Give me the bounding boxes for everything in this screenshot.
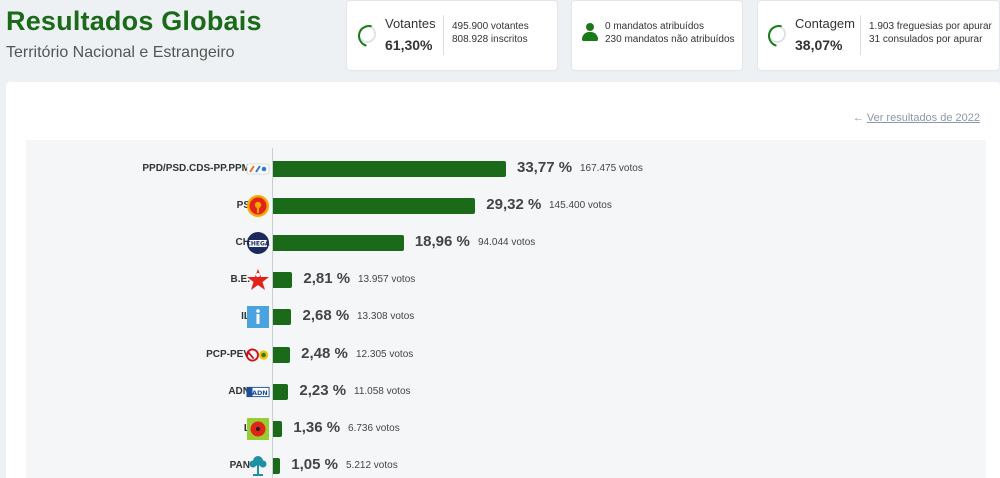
result-bar bbox=[273, 457, 281, 474]
results-bar-chart: PPD/PSD.CDS-PP.PPM 33,77 % 167.475 votos PS… bbox=[26, 140, 986, 478]
votantes-count: 495.900 votantes bbox=[452, 21, 529, 32]
votantes-card: Votantes 61,30% 495.900 votantes 808.928… bbox=[346, 0, 558, 71]
card-divider bbox=[860, 15, 861, 55]
pan-tree-icon bbox=[246, 454, 270, 478]
votantes-label: Votantes bbox=[385, 16, 436, 31]
party-row: ADN ADN 2,23 % 11.058 votos bbox=[26, 377, 986, 407]
percentage-label: 1,05 % bbox=[291, 455, 338, 473]
party-name: B.E. bbox=[230, 274, 250, 286]
mandatos-atribuidos: 0 mandatos atribuídos bbox=[605, 21, 704, 32]
contagem-label: Contagem bbox=[795, 16, 855, 31]
votes-label: 5.212 votos bbox=[346, 459, 398, 471]
result-bar bbox=[273, 198, 476, 215]
votes-label: 167.475 votos bbox=[580, 163, 643, 174]
contagem-value: 38,07% bbox=[795, 37, 843, 53]
votes-label: 11.058 votos bbox=[354, 385, 411, 397]
adn-logo-icon: ADN bbox=[246, 380, 270, 404]
page-subtitle: Território Nacional e Estrangeiro bbox=[6, 44, 235, 61]
link-resultados-2022-label: Ver resultados de 2022 bbox=[866, 112, 980, 124]
ad-logo-icon bbox=[246, 157, 270, 181]
svg-text:ADN: ADN bbox=[252, 389, 268, 397]
result-bar bbox=[273, 346, 291, 363]
link-resultados-2022[interactable]: ← Ver resultados de 2022 bbox=[853, 112, 980, 124]
percentage-label: 2,68 % bbox=[302, 307, 350, 325]
party-name: PS bbox=[236, 200, 250, 212]
cdu-hammer-sickle-icon bbox=[246, 343, 270, 367]
party-row: PPD/PSD.CDS-PP.PPM 33,77 % 167.475 votos bbox=[26, 154, 986, 184]
party-row: IL 2,68 % 13.308 votos bbox=[26, 302, 986, 332]
result-bar bbox=[273, 420, 283, 437]
arrow-left-icon: ← bbox=[852, 112, 864, 124]
party-name: CH bbox=[235, 237, 250, 249]
party-row: PCP-PEV 2,48 % 12.305 votos bbox=[26, 340, 986, 370]
livre-poppy-icon bbox=[246, 417, 270, 441]
party-name: PPD/PSD.CDS-PP.PPM bbox=[142, 163, 250, 174]
votes-label: 13.308 votos bbox=[357, 311, 415, 323]
party-row: CH CHEGA 18,96 % 94.044 votos bbox=[26, 228, 986, 258]
chega-logo-icon: CHEGA bbox=[246, 231, 270, 255]
percentage-label: 1,36 % bbox=[293, 418, 341, 436]
chart-axis-line bbox=[272, 148, 273, 478]
party-name: PAN bbox=[229, 459, 250, 471]
card-divider bbox=[443, 15, 444, 55]
percentage-label: 33,77 % bbox=[517, 159, 573, 176]
party-row: PS 29,32 % 145.400 votos bbox=[26, 191, 986, 221]
party-row: B.E. 2,81 % 13.957 votos bbox=[26, 265, 986, 295]
votes-label: 13.957 votos bbox=[358, 274, 416, 286]
votes-label: 94.044 votos bbox=[478, 237, 536, 249]
percentage-label: 2,81 % bbox=[303, 270, 351, 288]
party-name: PCP-PEV bbox=[206, 348, 250, 360]
results-panel: ← Ver resultados de 2022 PPD/PSD.CDS-PP.P… bbox=[6, 82, 1000, 478]
party-name: IL bbox=[241, 311, 250, 323]
percentage-label: 18,96 % bbox=[414, 233, 470, 251]
result-bar bbox=[273, 235, 404, 252]
il-logo-icon bbox=[246, 305, 270, 329]
result-bar bbox=[273, 161, 506, 177]
contagem-progress-icon bbox=[768, 25, 786, 43]
result-bar bbox=[273, 272, 293, 289]
votes-label: 6.736 votos bbox=[348, 422, 400, 434]
percentage-label: 2,48 % bbox=[301, 344, 348, 362]
mandatos-card: 0 mandatos atribuídos 230 mandatos não a… bbox=[571, 0, 743, 71]
votantes-progress-icon bbox=[358, 25, 376, 43]
result-bar bbox=[273, 309, 292, 326]
party-row: PAN 1,05 % 5.212 votos bbox=[26, 451, 986, 478]
votantes-value: 61,30% bbox=[385, 37, 433, 53]
contagem-card: Contagem 38,07% 1.903 freguesias por apu… bbox=[757, 0, 1000, 71]
consulados-por-apurar: 31 consulados por apurar bbox=[869, 34, 983, 45]
inscritos-count: 808.928 inscritos bbox=[452, 34, 528, 45]
mandatos-nao-atribuidos: 230 mandatos não atribuídos bbox=[605, 34, 735, 45]
percentage-label: 2,23 % bbox=[299, 381, 347, 399]
party-name: L bbox=[243, 422, 250, 434]
page-title: Resultados Globais bbox=[6, 6, 262, 36]
votes-label: 12.305 votos bbox=[356, 348, 414, 360]
votes-label: 145.400 votos bbox=[549, 200, 612, 212]
result-bar bbox=[273, 383, 289, 400]
ps-fist-rose-icon bbox=[246, 194, 270, 218]
percentage-label: 29,32 % bbox=[486, 196, 542, 214]
freguesias-por-apurar: 1.903 freguesias por apurar bbox=[869, 21, 992, 32]
be-star-icon bbox=[246, 268, 270, 292]
svg-text:CHEGA: CHEGA bbox=[246, 241, 269, 248]
user-icon bbox=[582, 23, 598, 41]
party-name: ADN bbox=[228, 385, 250, 397]
party-row: L 1,36 % 6.736 votos bbox=[26, 414, 986, 444]
